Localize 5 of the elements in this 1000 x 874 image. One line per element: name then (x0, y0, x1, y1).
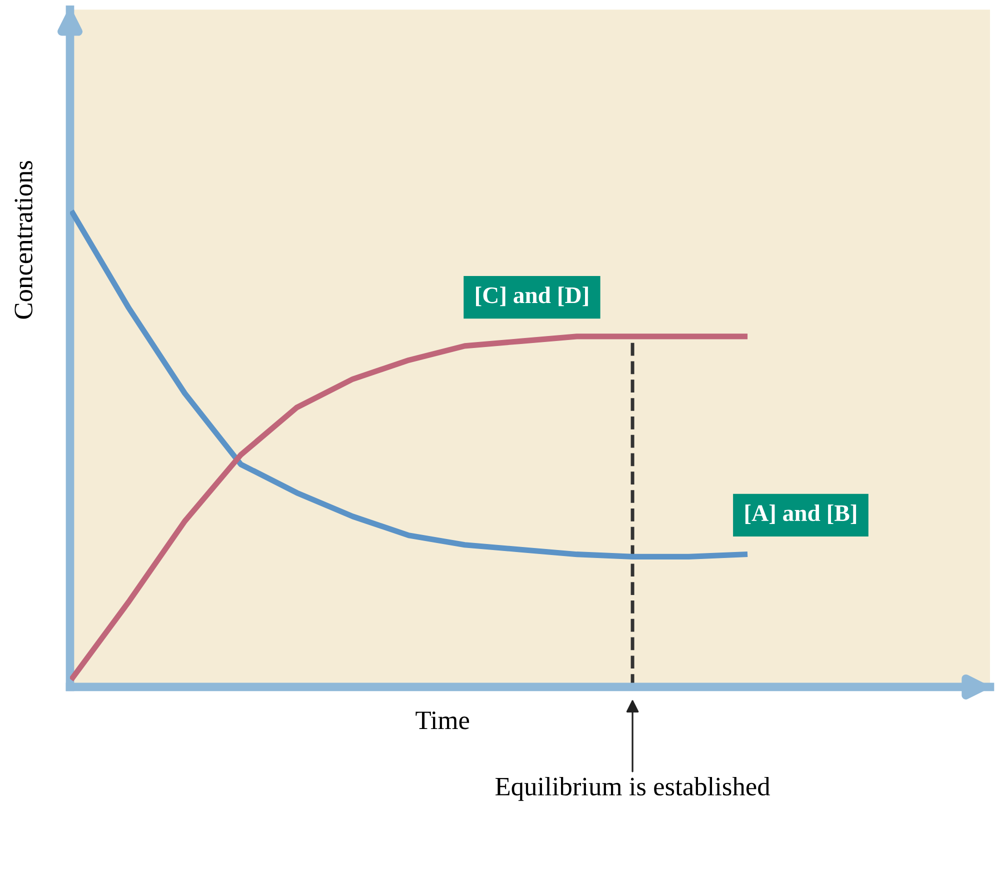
y-axis-title: Concentrations (14, 160, 32, 319)
text: Equilibrium is established (495, 776, 770, 801)
x-axis-title: Time (416, 712, 470, 730)
series-label: [A] and [B] (745, 504, 856, 524)
series-label: [C] and [D] (476, 286, 588, 306)
